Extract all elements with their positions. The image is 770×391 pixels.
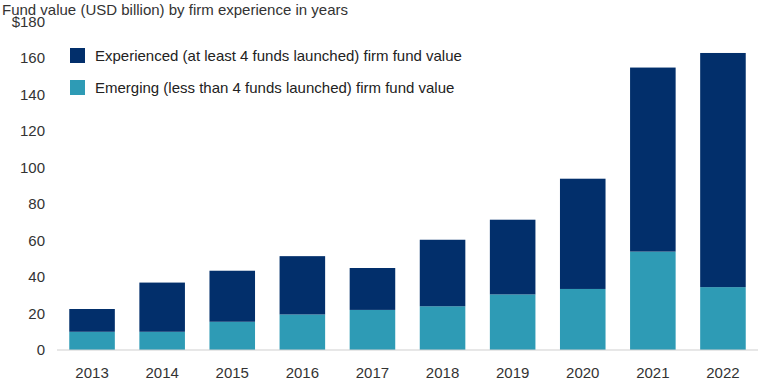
- y-tick: [53, 94, 57, 95]
- x-tick-label: 2015: [216, 364, 249, 381]
- x-tick-label: 2020: [566, 364, 599, 381]
- y-tick: [53, 277, 57, 278]
- x-tick-label: 2013: [75, 364, 108, 381]
- bar: [630, 252, 676, 350]
- y-tick: [53, 313, 57, 314]
- y-tick-label: 160: [20, 49, 45, 66]
- bar: [280, 256, 326, 314]
- bar: [139, 283, 185, 332]
- title: Fund value (USD billion) by firm experie…: [2, 1, 348, 18]
- bar: [420, 240, 466, 307]
- y-tick: [53, 131, 57, 132]
- bar: [490, 220, 536, 295]
- x-tick-label: 2014: [145, 364, 178, 381]
- y-tick-label: 0: [37, 341, 45, 358]
- x-tick-label: 2019: [496, 364, 529, 381]
- bar: [209, 322, 255, 350]
- bar: [560, 179, 606, 289]
- bar: [560, 289, 606, 350]
- legend-label: Emerging (less than 4 funds launched) fi…: [95, 79, 454, 96]
- y-tick-label: 60: [28, 232, 45, 249]
- bar: [630, 68, 676, 252]
- y-tick-label: 120: [20, 122, 45, 139]
- y-tick: [53, 58, 57, 59]
- y-tick: [53, 350, 57, 351]
- x-tick-label: 2016: [286, 364, 319, 381]
- x-tick-label: 2018: [426, 364, 459, 381]
- bar: [209, 271, 255, 322]
- y-tick-label: 140: [20, 86, 45, 103]
- bar: [69, 332, 115, 350]
- y-tick-label: 80: [28, 195, 45, 212]
- bar: [350, 310, 396, 350]
- x-axis: [57, 350, 758, 351]
- y-tick: [53, 204, 57, 205]
- bar: [700, 53, 746, 287]
- legend-label: Experienced (at least 4 funds launched) …: [95, 47, 462, 64]
- y-tick-label: $180: [12, 13, 45, 30]
- legend-swatch: [70, 80, 85, 95]
- chart: Fund value (USD billion) by firm experie…: [0, 0, 770, 391]
- y-tick-label: 100: [20, 159, 45, 176]
- x-tick-label: 2017: [356, 364, 389, 381]
- bar: [350, 268, 396, 310]
- y-tick: [53, 240, 57, 241]
- bar: [700, 287, 746, 350]
- x-tick-label: 2021: [636, 364, 669, 381]
- bars: [69, 53, 745, 350]
- x-tick-label: 2022: [706, 364, 739, 381]
- bar: [280, 314, 326, 350]
- legend-swatch: [70, 48, 85, 63]
- bar: [139, 332, 185, 350]
- bar: [69, 309, 115, 332]
- y-tick-label: 40: [28, 268, 45, 285]
- y-tick-label: 20: [28, 305, 45, 322]
- bar: [420, 306, 466, 350]
- y-tick: [53, 22, 57, 23]
- bar: [490, 294, 536, 350]
- y-tick: [53, 167, 57, 168]
